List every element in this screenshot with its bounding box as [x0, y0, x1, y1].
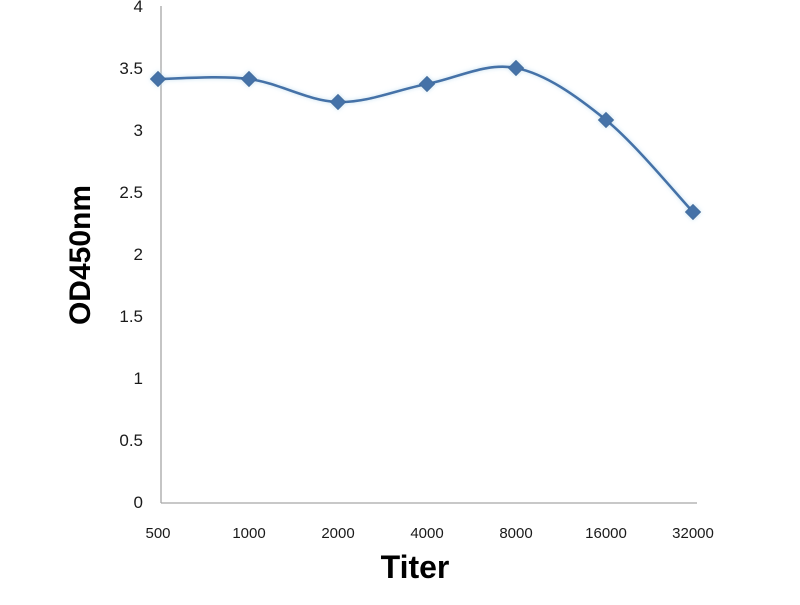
- svg-text:2: 2: [134, 245, 143, 264]
- svg-text:3.5: 3.5: [119, 59, 143, 78]
- svg-text:1.5: 1.5: [119, 307, 143, 326]
- svg-text:3: 3: [134, 121, 143, 140]
- svg-text:4: 4: [134, 0, 143, 16]
- svg-text:2.5: 2.5: [119, 183, 143, 202]
- svg-text:8000: 8000: [499, 525, 532, 542]
- svg-text:16000: 16000: [585, 525, 627, 542]
- svg-text:Titer: Titer: [381, 549, 450, 585]
- svg-text:OD450nm: OD450nm: [64, 185, 97, 325]
- svg-text:500: 500: [145, 525, 170, 542]
- svg-text:0.5: 0.5: [119, 431, 143, 450]
- svg-text:4000: 4000: [410, 525, 443, 542]
- svg-text:2000: 2000: [321, 525, 354, 542]
- svg-text:1: 1: [134, 369, 143, 388]
- svg-text:0: 0: [134, 493, 143, 512]
- svg-text:32000: 32000: [672, 525, 714, 542]
- svg-text:1000: 1000: [232, 525, 265, 542]
